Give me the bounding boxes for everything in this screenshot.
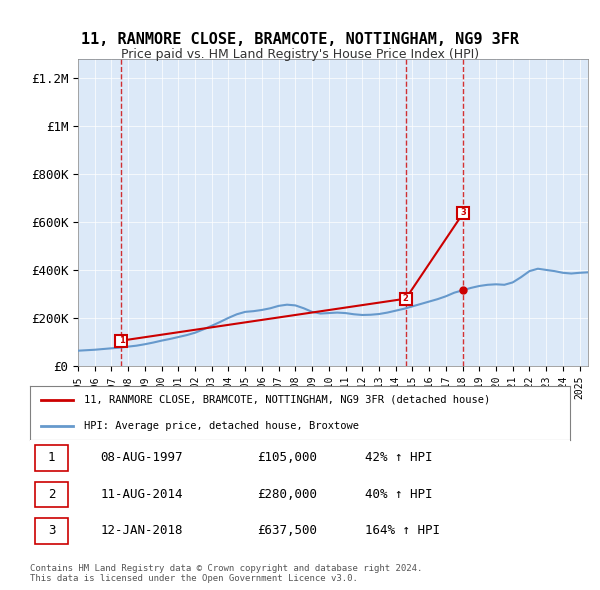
FancyBboxPatch shape	[35, 518, 68, 544]
Text: Price paid vs. HM Land Registry's House Price Index (HPI): Price paid vs. HM Land Registry's House …	[121, 48, 479, 61]
Text: 3: 3	[460, 208, 466, 218]
Text: 2: 2	[403, 294, 409, 303]
Text: 11, RANMORE CLOSE, BRAMCOTE, NOTTINGHAM, NG9 3FR: 11, RANMORE CLOSE, BRAMCOTE, NOTTINGHAM,…	[81, 32, 519, 47]
Text: 42% ↑ HPI: 42% ↑ HPI	[365, 451, 432, 464]
Text: 08-AUG-1997: 08-AUG-1997	[100, 451, 182, 464]
Text: 40% ↑ HPI: 40% ↑ HPI	[365, 488, 432, 501]
FancyBboxPatch shape	[35, 445, 68, 471]
Text: £105,000: £105,000	[257, 451, 317, 464]
Text: £637,500: £637,500	[257, 525, 317, 537]
Text: 2: 2	[48, 488, 55, 501]
FancyBboxPatch shape	[35, 481, 68, 507]
Text: 1: 1	[119, 336, 124, 345]
Text: £280,000: £280,000	[257, 488, 317, 501]
Text: 164% ↑ HPI: 164% ↑ HPI	[365, 525, 440, 537]
Text: 12-JAN-2018: 12-JAN-2018	[100, 525, 182, 537]
Text: 1: 1	[48, 451, 55, 464]
Text: HPI: Average price, detached house, Broxtowe: HPI: Average price, detached house, Brox…	[84, 421, 359, 431]
Text: 3: 3	[48, 525, 55, 537]
Text: 11, RANMORE CLOSE, BRAMCOTE, NOTTINGHAM, NG9 3FR (detached house): 11, RANMORE CLOSE, BRAMCOTE, NOTTINGHAM,…	[84, 395, 490, 405]
Text: 11-AUG-2014: 11-AUG-2014	[100, 488, 182, 501]
Text: Contains HM Land Registry data © Crown copyright and database right 2024.
This d: Contains HM Land Registry data © Crown c…	[30, 563, 422, 583]
